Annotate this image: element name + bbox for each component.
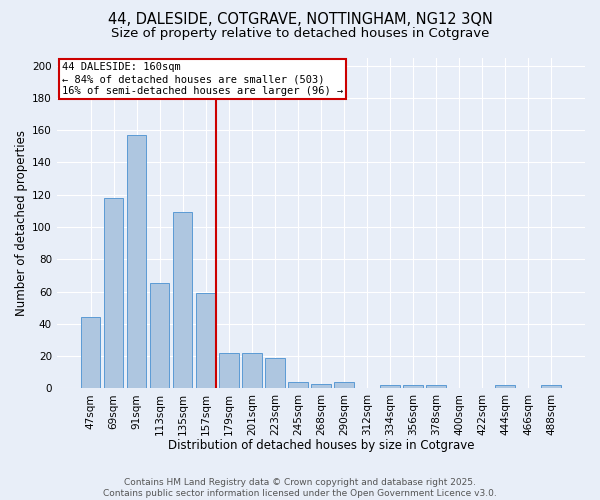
X-axis label: Distribution of detached houses by size in Cotgrave: Distribution of detached houses by size … [167, 440, 474, 452]
Bar [242, 353, 262, 388]
Bar [288, 382, 308, 388]
Bar [334, 382, 354, 388]
Bar [311, 384, 331, 388]
Bar [104, 198, 124, 388]
Bar [150, 284, 169, 389]
Bar [496, 385, 515, 388]
Text: 44, DALESIDE, COTGRAVE, NOTTINGHAM, NG12 3QN: 44, DALESIDE, COTGRAVE, NOTTINGHAM, NG12… [107, 12, 493, 28]
Bar [81, 318, 100, 388]
Text: Contains HM Land Registry data © Crown copyright and database right 2025.
Contai: Contains HM Land Registry data © Crown c… [103, 478, 497, 498]
Bar [127, 135, 146, 388]
Bar [219, 353, 239, 388]
Text: 44 DALESIDE: 160sqm
← 84% of detached houses are smaller (503)
16% of semi-detac: 44 DALESIDE: 160sqm ← 84% of detached ho… [62, 62, 343, 96]
Bar [173, 212, 193, 388]
Y-axis label: Number of detached properties: Number of detached properties [15, 130, 28, 316]
Text: Size of property relative to detached houses in Cotgrave: Size of property relative to detached ho… [111, 28, 489, 40]
Bar [265, 358, 284, 388]
Bar [196, 293, 215, 388]
Bar [541, 385, 561, 388]
Bar [380, 385, 400, 388]
Bar [403, 385, 423, 388]
Bar [426, 385, 446, 388]
